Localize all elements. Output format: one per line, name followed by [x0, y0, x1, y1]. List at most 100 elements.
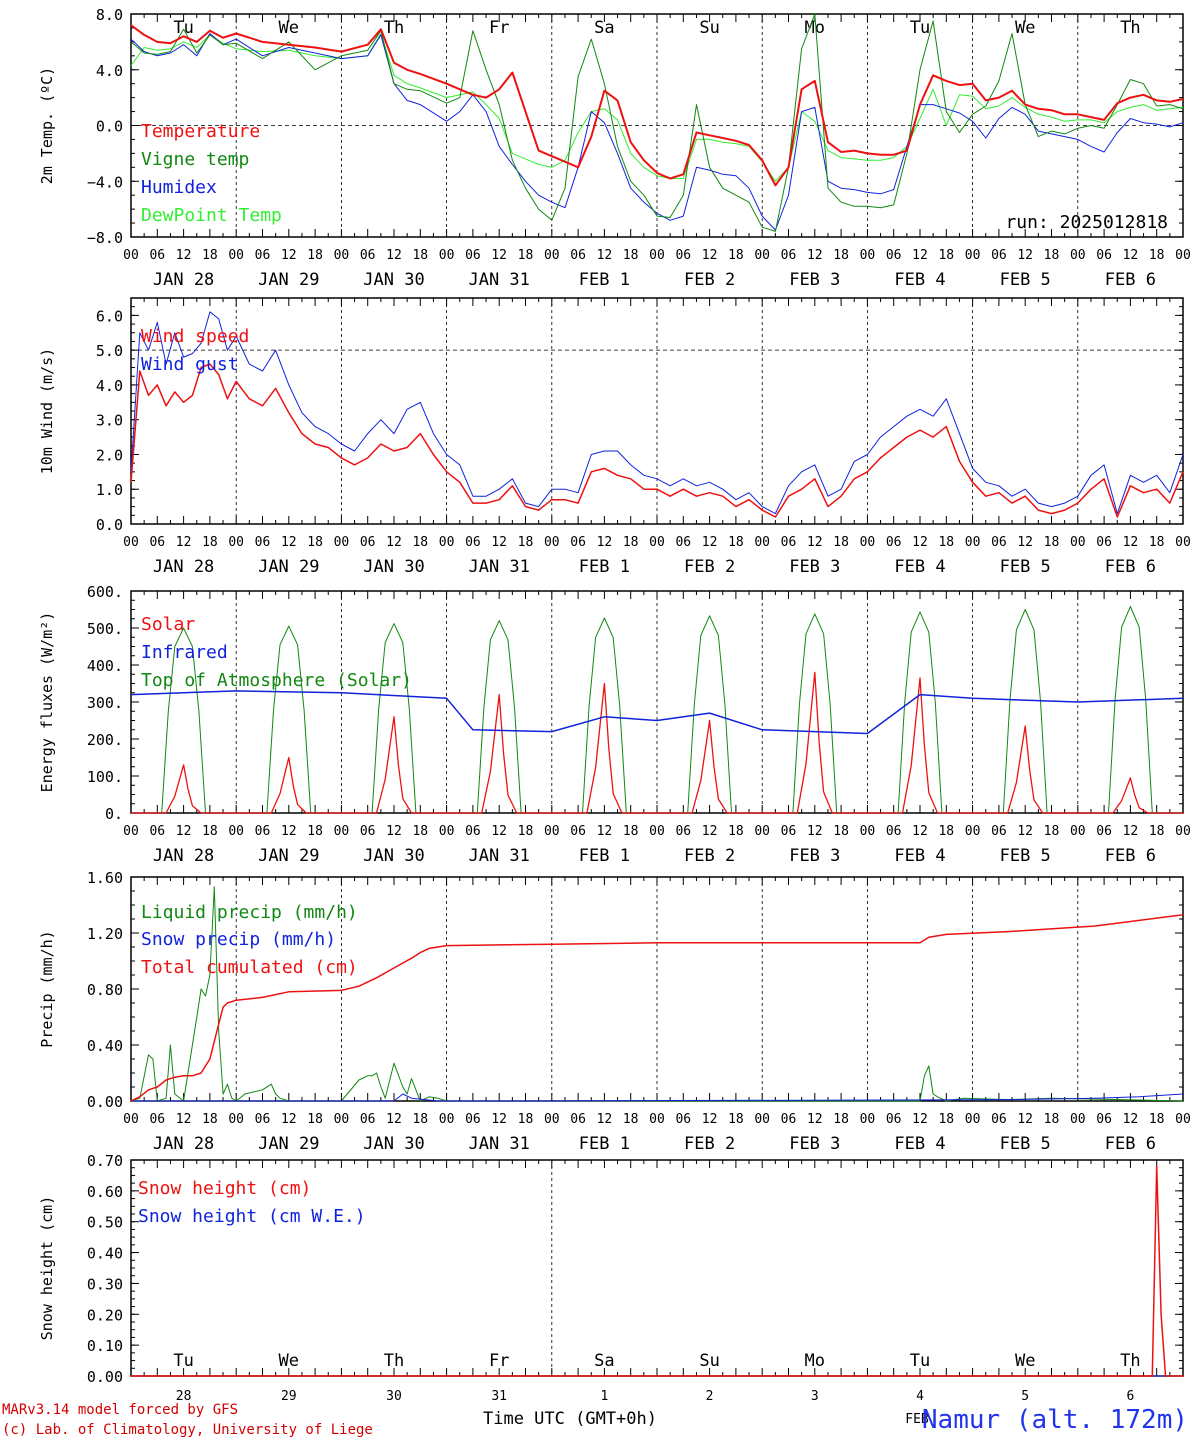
legend-item: Infrared: [141, 642, 228, 663]
weekday-label: Tu: [910, 1351, 930, 1371]
date-label: FEB 6: [1105, 846, 1156, 866]
x-tick-label: 18: [307, 535, 323, 550]
x-tick-label: 12: [281, 535, 297, 550]
x-tick-label: 12: [597, 824, 613, 839]
x-tick-label: 18: [938, 824, 954, 839]
date-label: FEB 3: [789, 270, 840, 290]
x-tick-label: 18: [202, 248, 218, 263]
x-tick-label: 06: [781, 824, 797, 839]
model-credit: MARv3.14 model forced by GFS: [2, 1402, 238, 1418]
x-tick-label: 12: [912, 248, 928, 263]
x-tick-label: 12: [1017, 1112, 1033, 1127]
x-tick-label: 06: [255, 248, 271, 263]
x-tick-label: 00: [228, 248, 244, 263]
legend-item: Vigne temp: [141, 149, 249, 170]
weekday-label: Fr: [489, 1351, 509, 1371]
legend-item: Liquid precip (mm/h): [141, 902, 358, 923]
series-line: [130, 33, 1184, 231]
y-tick-label: 100.: [87, 768, 123, 786]
x-tick-label: 18: [307, 1112, 323, 1127]
x-tick-label: 06: [465, 824, 481, 839]
x-tick-label: 00: [228, 824, 244, 839]
x-tick-label: 12: [491, 1112, 507, 1127]
x-tick-label: 06: [991, 535, 1007, 550]
x-tick-label: 06: [570, 535, 586, 550]
x-tick-label: 12: [702, 248, 718, 263]
x-tick-label: 06: [1096, 535, 1112, 550]
y-tick-label: 0.70: [87, 1152, 123, 1170]
x-tick-label: 00: [334, 1112, 350, 1127]
date-label: FEB 5: [1000, 557, 1051, 577]
x-tick-label: 00: [123, 824, 139, 839]
y-tick-label: 4.0: [96, 377, 123, 395]
x-tick-label: 18: [1044, 248, 1060, 263]
x-tick-label: 18: [1044, 535, 1060, 550]
x-tick-label: 00: [1175, 1112, 1191, 1127]
x-tick-label: 18: [1149, 824, 1165, 839]
x-tick-label: 18: [412, 248, 428, 263]
x-tick-label: 18: [1044, 1112, 1060, 1127]
x-tick-label: 18: [518, 248, 534, 263]
x-tick-label: 18: [623, 1112, 639, 1127]
x-tick-label: 18: [307, 824, 323, 839]
y-tick-label: 0.30: [87, 1275, 123, 1293]
day-number-label: 3: [811, 1389, 819, 1404]
x-tick-label: 18: [1149, 248, 1165, 263]
legend-item: Temperature: [141, 121, 260, 142]
x-tick-label: 00: [649, 248, 665, 263]
x-tick-label: 18: [202, 535, 218, 550]
x-tick-label: 12: [597, 1112, 613, 1127]
legend-item: Solar: [141, 614, 195, 635]
date-label: JAN 28: [153, 846, 214, 866]
y-tick-label: 0.40: [87, 1037, 123, 1055]
weekday-label: Fr: [489, 18, 509, 38]
x-tick-label: 18: [938, 535, 954, 550]
x-tick-label: 06: [781, 1112, 797, 1127]
date-label: FEB 1: [579, 557, 630, 577]
x-tick-label: 12: [1017, 535, 1033, 550]
y-tick-label: 4.0: [96, 62, 123, 80]
weekday-label: Sa: [594, 18, 614, 38]
panel-wind: 6.0 5.0 4.0 3.0 2.0 1.0 0.0 10m Wind (m/s) Wind …: [38, 297, 1191, 577]
day-number-label: 28: [176, 1389, 192, 1404]
y-tick-label: 0.80: [87, 981, 123, 999]
day-number-label: 2: [706, 1389, 714, 1404]
x-tick-label: 18: [307, 248, 323, 263]
x-tick-label: 18: [412, 535, 428, 550]
x-tick-label: 18: [728, 824, 744, 839]
x-tick-label: 00: [439, 248, 455, 263]
x-tick-label: 18: [518, 824, 534, 839]
x-tick-label: 00: [649, 824, 665, 839]
x-tick-label: 18: [728, 535, 744, 550]
x-tick-label: 00: [860, 248, 876, 263]
x-tick-label: 00: [649, 535, 665, 550]
x-tick-label: 06: [781, 248, 797, 263]
date-label: JAN 31: [468, 1134, 529, 1154]
x-tick-label: 12: [176, 824, 192, 839]
date-label: JAN 30: [363, 270, 424, 290]
x-tick-label: 06: [465, 1112, 481, 1127]
date-label: FEB 2: [684, 270, 735, 290]
lab-credit: (c) Lab. of Climatology, University of L…: [2, 1422, 373, 1438]
x-tick-label: 00: [439, 1112, 455, 1127]
y-tick-label: 200.: [87, 731, 123, 749]
x-tick-label: 00: [544, 535, 560, 550]
run-label: run: 2025012818: [1005, 212, 1168, 233]
x-tick-label: 00: [965, 248, 981, 263]
x-tick-label: 00: [754, 535, 770, 550]
x-tick-label: 00: [439, 824, 455, 839]
date-label: JAN 30: [363, 1134, 424, 1154]
x-tick-label: 06: [991, 824, 1007, 839]
x-tick-label: 00: [1070, 1112, 1086, 1127]
y-tick-label: 0.10: [87, 1337, 123, 1355]
weekday-label: Tu: [910, 18, 930, 38]
x-tick-label: 18: [202, 1112, 218, 1127]
x-tick-label: 06: [570, 1112, 586, 1127]
x-tick-label: 18: [623, 535, 639, 550]
y-tick-label: 0.20: [87, 1306, 123, 1324]
x-tick-label: 12: [597, 248, 613, 263]
x-tick-label: 06: [675, 248, 691, 263]
y-tick-label: 0.50: [87, 1214, 123, 1232]
